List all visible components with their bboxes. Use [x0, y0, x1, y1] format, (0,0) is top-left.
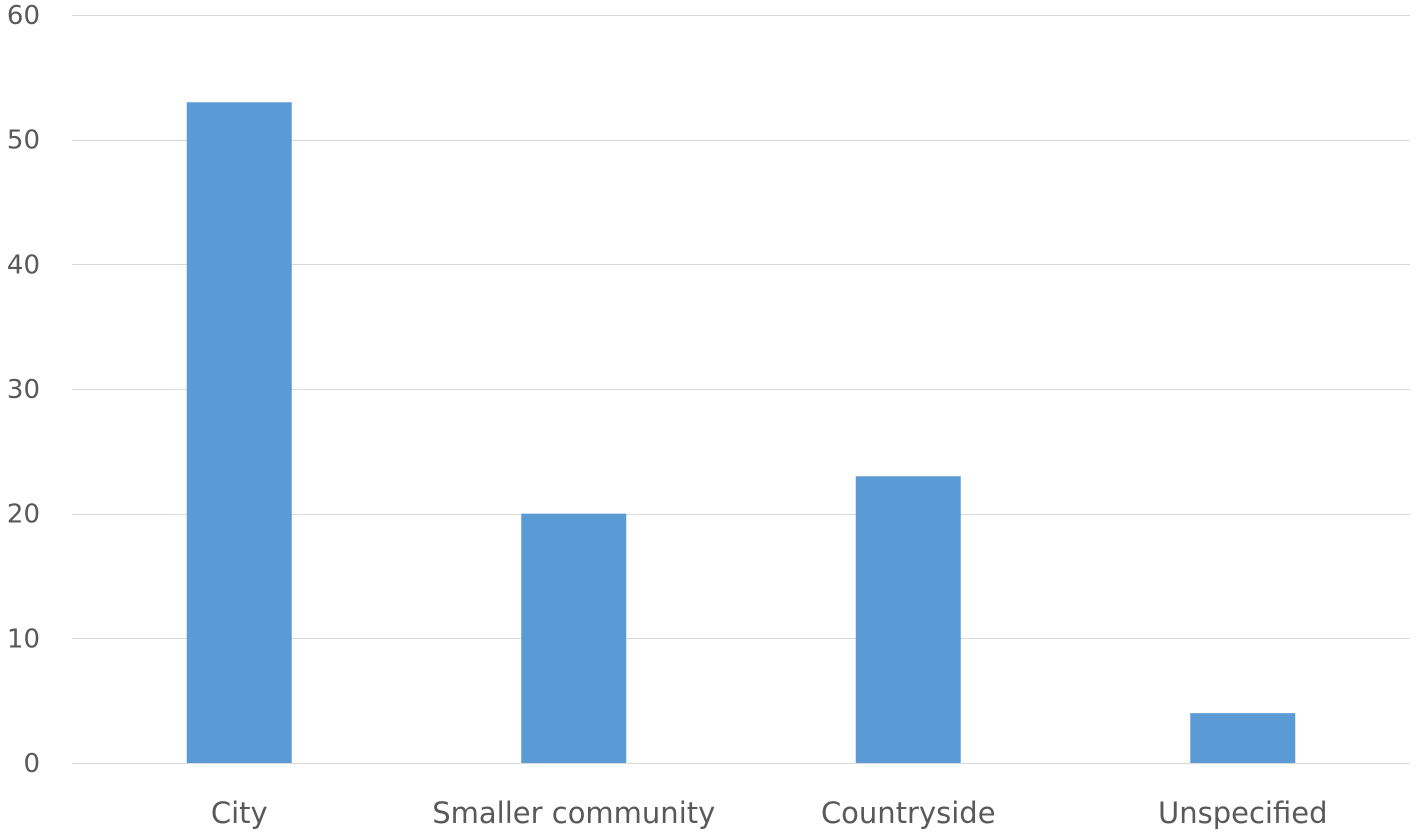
x-category-label: Smaller community: [432, 796, 715, 830]
bars: [186, 102, 1296, 764]
gridlines: [72, 14, 1410, 765]
x-category-label: Unspecified: [1158, 796, 1327, 830]
y-tick-label: 20: [7, 500, 40, 530]
x-category-label: City: [211, 796, 268, 830]
bar-city: [186, 102, 292, 764]
y-tick-label: 10: [7, 624, 40, 654]
y-tick-label: 50: [7, 126, 40, 156]
y-tick-label: 30: [7, 375, 40, 405]
bar-unspecified: [1190, 713, 1296, 763]
x-axis-category-labels: City Smaller community Countryside Unspecif…: [211, 796, 1328, 830]
y-axis-tick-labels: 0 10 20 30 40 50 60: [7, 1, 40, 779]
bar-countryside: [855, 476, 961, 763]
y-tick-label: 40: [7, 250, 40, 280]
y-tick-label: 0: [23, 749, 40, 779]
bar-smaller-community: [521, 513, 627, 763]
x-category-label: Countryside: [821, 796, 996, 830]
y-tick-label: 60: [7, 1, 40, 31]
